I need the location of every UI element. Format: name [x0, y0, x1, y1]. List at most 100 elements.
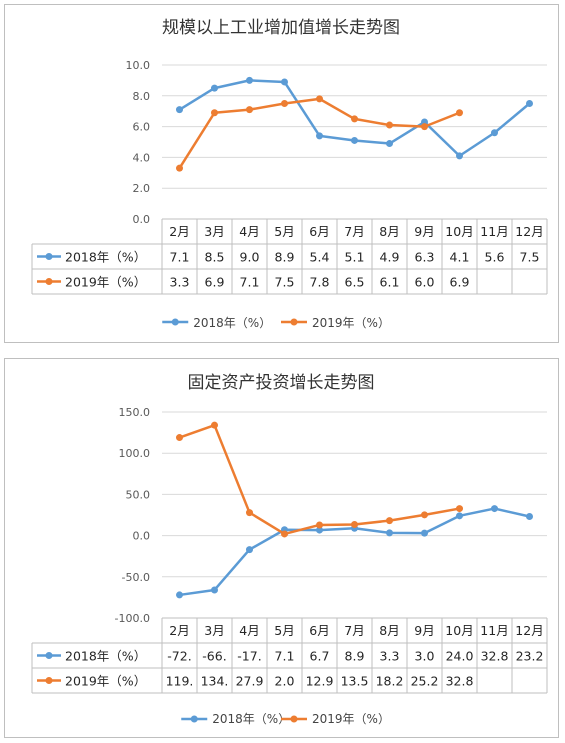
data-label: 8.5 [205, 250, 225, 265]
data-point [211, 109, 218, 117]
legend-label: 2018年（%） [212, 712, 290, 726]
y-tick-label: 4.0 [133, 151, 151, 164]
x-tick-label: 5月 [274, 224, 294, 239]
data-point [386, 140, 393, 148]
chart-panel-industrial: 规模以上工业增加值增长走势图 0.0 2.0 4.0 6.0 8.0 10.0 2月 3月 4月 5… [4, 4, 559, 343]
table-legend-marker [45, 253, 53, 260]
y-tick-label: -100.0 [115, 612, 150, 625]
x-tick-label: 4月 [239, 224, 259, 239]
data-label: 7.5 [275, 275, 295, 290]
data-point [386, 529, 393, 537]
x-tick-label: 3月 [204, 224, 224, 239]
data-point [316, 132, 323, 140]
x-tick-label: 6月 [309, 623, 329, 638]
data-point [316, 526, 323, 534]
data-point [176, 164, 183, 172]
data-label: 6.9 [450, 275, 470, 290]
chart-title-2: 固定资产投资增长走势图 [188, 373, 375, 393]
data-label: 32.8 [446, 674, 474, 689]
data-point [211, 84, 218, 92]
x-tick-label: 9月 [414, 623, 434, 638]
data-point [176, 106, 183, 114]
legend-marker [290, 715, 298, 723]
chart-title-1: 规模以上工业增加值增长走势图 [162, 18, 400, 38]
data-point [211, 421, 218, 429]
data-point [246, 76, 253, 84]
data-point [456, 109, 463, 117]
legend-marker [290, 318, 298, 326]
data-label: 9.0 [240, 250, 260, 265]
data-point [246, 509, 253, 517]
data-label: 5.6 [485, 250, 505, 265]
data-point [316, 521, 323, 529]
data-point [456, 512, 463, 520]
data-point [281, 530, 288, 538]
data-point [421, 529, 428, 537]
x-tick-label: 9月 [414, 224, 434, 239]
x-tick-label: 8月 [379, 224, 399, 239]
data-label: 13.5 [341, 674, 369, 689]
data-label: 8.9 [345, 649, 365, 664]
y-tick-label: 10.0 [126, 59, 151, 72]
chart-panel-investment: 固定资产投资增长走势图 -100.0 -50.0 0.0 50.0 100.0 150.0 2… [4, 358, 559, 738]
data-point [211, 586, 218, 594]
data-label: 7.8 [310, 275, 330, 290]
x-tick-label: 2月 [169, 623, 189, 638]
data-label: -72. [167, 649, 191, 664]
table-legend-marker [45, 278, 53, 285]
data-point [526, 512, 533, 520]
x-tick-label: 2月 [169, 224, 189, 239]
data-label: 3.0 [415, 649, 435, 664]
data-label: 3.3 [380, 649, 400, 664]
series-name: 2018年（%） [65, 649, 146, 664]
data-label: 25.2 [411, 674, 439, 689]
y-tick-label: 8.0 [133, 90, 151, 103]
data-label: 24.0 [446, 649, 474, 664]
series-name: 2019年（%） [65, 275, 146, 290]
y-tick-label: -50.0 [122, 571, 150, 584]
x-tick-label: 6月 [309, 224, 329, 239]
x-tick-label: 8月 [379, 623, 399, 638]
data-label: 23.2 [516, 649, 544, 664]
data-label: 27.9 [236, 674, 264, 689]
table-legend-marker [45, 652, 53, 659]
data-point [491, 505, 498, 513]
data-label: 7.5 [520, 250, 540, 265]
data-point [246, 546, 253, 554]
x-tick-label: 4月 [239, 623, 259, 638]
x-tick-label: 3月 [204, 623, 224, 638]
x-tick-label: 12月 [515, 623, 543, 638]
data-label: -66. [202, 649, 226, 664]
data-label: 5.4 [310, 250, 330, 265]
data-label: 32.8 [481, 649, 509, 664]
y-tick-label: 50.0 [126, 488, 151, 501]
data-label: 6.3 [415, 250, 435, 265]
data-point [491, 129, 498, 137]
data-label: 7.1 [170, 250, 190, 265]
data-label: 7.1 [240, 275, 260, 290]
data-label: -17. [237, 649, 261, 664]
legend-marker [171, 318, 179, 326]
data-label: 4.1 [450, 250, 470, 265]
legend-label: 2019年（%） [312, 316, 390, 330]
x-tick-label: 7月 [344, 623, 364, 638]
series-name: 2018年（%） [65, 250, 146, 265]
x-tick-label: 7月 [344, 224, 364, 239]
y-tick-label: 150.0 [119, 406, 151, 419]
data-point [421, 123, 428, 131]
data-point [246, 106, 253, 114]
y-tick-label: 2.0 [133, 182, 151, 195]
data-label: 3.3 [170, 275, 190, 290]
x-tick-label: 10月 [445, 623, 473, 638]
x-tick-label: 10月 [445, 224, 473, 239]
data-label: 5.1 [345, 250, 365, 265]
y-tick-label: 0.0 [133, 213, 151, 226]
data-point [526, 100, 533, 107]
data-point [281, 100, 288, 107]
x-tick-label: 11月 [480, 224, 508, 239]
legend-label: 2019年（%） [312, 712, 390, 726]
data-label: 12.9 [306, 674, 334, 689]
data-point [386, 121, 393, 129]
data-point [456, 505, 463, 513]
legend-marker [190, 715, 198, 723]
